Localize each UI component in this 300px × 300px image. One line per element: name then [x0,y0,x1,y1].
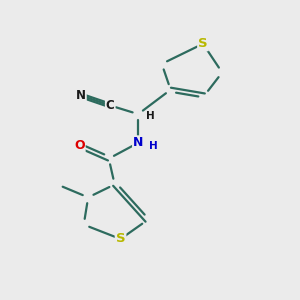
Text: H: H [149,141,158,151]
Text: N: N [133,136,143,149]
Text: N: N [76,89,86,102]
Text: H: H [146,111,154,121]
Text: C: C [106,99,115,112]
Text: S: S [198,37,208,50]
Text: S: S [116,232,125,245]
Text: O: O [74,139,85,152]
